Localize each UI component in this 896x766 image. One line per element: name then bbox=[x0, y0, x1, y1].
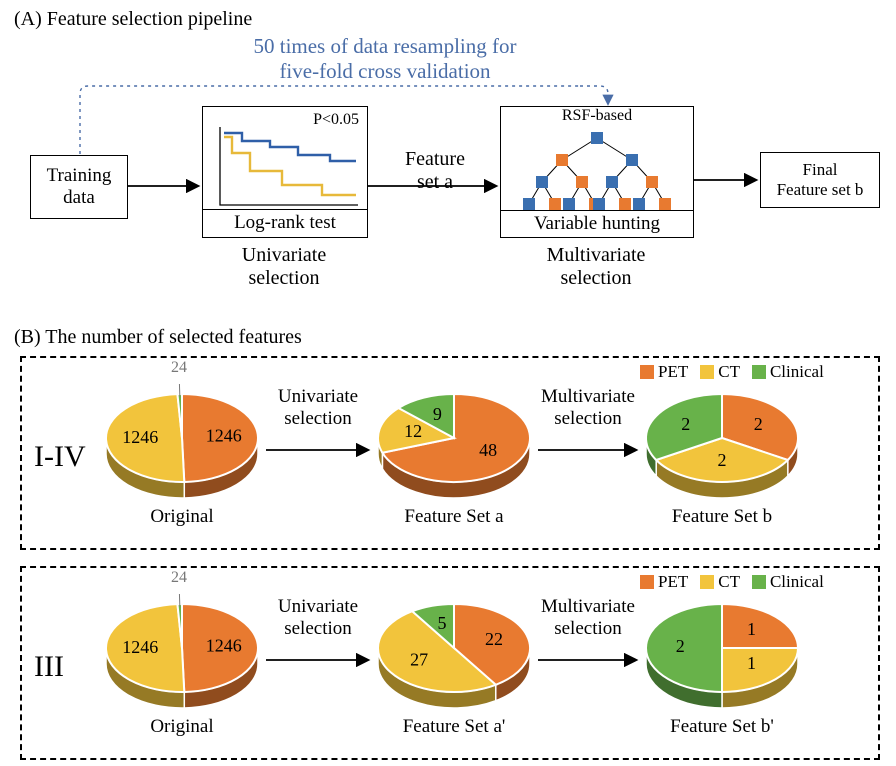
arrow-label-uni: Univariate selection bbox=[258, 596, 378, 640]
group-arrows bbox=[0, 566, 896, 756]
arrow-label-uni: Univariate selection bbox=[258, 386, 378, 430]
pipeline-arrows bbox=[0, 0, 896, 320]
arrow-label-multi: Multivariate selection bbox=[530, 596, 646, 640]
group-arrows bbox=[0, 356, 896, 546]
section-b-title: (B) The number of selected features bbox=[14, 326, 302, 349]
arrow-label-multi: Multivariate selection bbox=[530, 386, 646, 430]
